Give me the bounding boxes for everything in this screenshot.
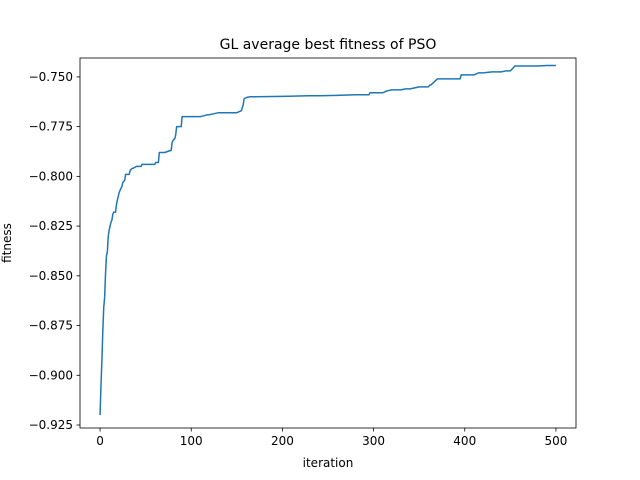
y-tick-label: −0.925 bbox=[29, 418, 73, 432]
x-tick-label: 500 bbox=[544, 434, 567, 448]
x-tick-label: 200 bbox=[271, 434, 294, 448]
x-axis-ticks: 0 100 200 300 400 500 bbox=[96, 428, 567, 448]
y-tick-label: −0.825 bbox=[29, 219, 73, 233]
y-axis-ticks: −0.925 −0.900 −0.875 −0.850 −0.825 −0.800 −0.7… bbox=[29, 70, 80, 432]
x-tick-label: 400 bbox=[453, 434, 476, 448]
y-tick-label: −0.900 bbox=[29, 368, 73, 382]
y-tick-label: −0.775 bbox=[29, 120, 73, 134]
series-line-0 bbox=[99, 64, 556, 416]
x-axis-label: iteration bbox=[303, 456, 354, 470]
x-tick-label: 0 bbox=[96, 434, 104, 448]
chart-title: GL average best fitness of PSO bbox=[220, 37, 437, 53]
y-tick-label: −0.750 bbox=[29, 70, 73, 84]
y-tick-label: −0.875 bbox=[29, 319, 73, 333]
x-tick-label: 300 bbox=[362, 434, 385, 448]
plot-area bbox=[99, 64, 556, 416]
y-tick-label: −0.850 bbox=[29, 269, 73, 283]
x-tick-label: 100 bbox=[180, 434, 203, 448]
y-axis-label: fitness bbox=[0, 223, 14, 263]
axes-frame bbox=[79, 57, 577, 429]
y-tick-label: −0.800 bbox=[29, 169, 73, 183]
